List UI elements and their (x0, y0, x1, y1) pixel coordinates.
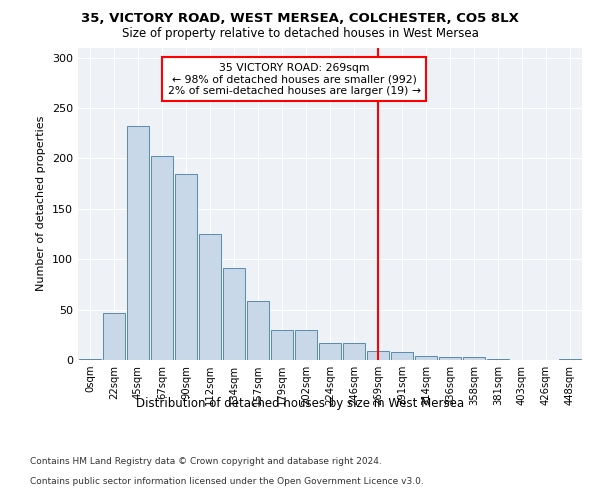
Bar (367, 351, 389, 360)
Bar (391, 352, 413, 360)
Bar (151, 156, 173, 360)
Bar (415, 356, 437, 360)
Text: Distribution of detached houses by size in West Mersea: Distribution of detached houses by size … (136, 398, 464, 410)
Bar (319, 343, 341, 360)
Bar (103, 312, 125, 360)
Text: Size of property relative to detached houses in West Mersea: Size of property relative to detached ho… (122, 28, 478, 40)
Bar (463, 357, 485, 360)
Text: 35 VICTORY ROAD: 269sqm
← 98% of detached houses are smaller (992)
2% of semi-de: 35 VICTORY ROAD: 269sqm ← 98% of detache… (167, 62, 421, 96)
Bar (127, 126, 149, 360)
Bar (559, 359, 581, 360)
Y-axis label: Number of detached properties: Number of detached properties (37, 116, 46, 292)
Bar (487, 359, 509, 360)
Bar (439, 357, 461, 360)
Text: Contains HM Land Registry data © Crown copyright and database right 2024.: Contains HM Land Registry data © Crown c… (30, 458, 382, 466)
Text: 35, VICTORY ROAD, WEST MERSEA, COLCHESTER, CO5 8LX: 35, VICTORY ROAD, WEST MERSEA, COLCHESTE… (81, 12, 519, 26)
Bar (223, 268, 245, 360)
Bar (199, 234, 221, 360)
Bar (247, 300, 269, 360)
Bar (295, 330, 317, 360)
Text: Contains public sector information licensed under the Open Government Licence v3: Contains public sector information licen… (30, 478, 424, 486)
Bar (343, 343, 365, 360)
Bar (271, 330, 293, 360)
Bar (79, 359, 101, 360)
Bar (175, 174, 197, 360)
